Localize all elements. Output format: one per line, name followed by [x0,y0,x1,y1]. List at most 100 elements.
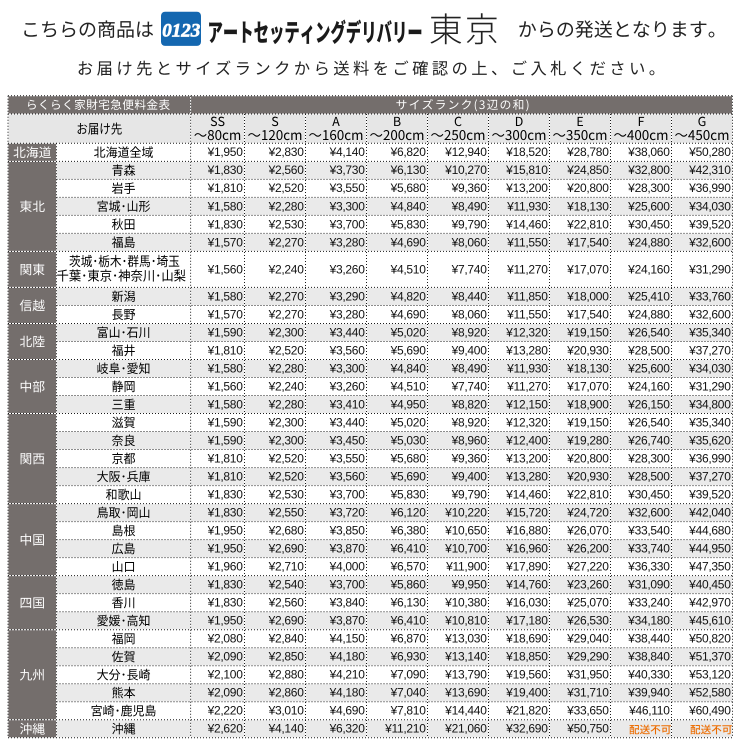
svg-text:¥47,350: ¥47,350 [688,560,731,574]
svg-text:¥2,090: ¥2,090 [207,650,244,664]
svg-text:¥17,070: ¥17,070 [566,262,609,276]
svg-text:¥22,810: ¥22,810 [566,217,609,231]
svg-text:¥2,520: ¥2,520 [268,181,305,195]
svg-text:¥3,840: ¥3,840 [329,596,366,610]
svg-text:¥26,150: ¥26,150 [627,397,670,411]
svg-text:¥26,070: ¥26,070 [566,524,609,538]
svg-text:¥5,830: ¥5,830 [390,488,427,502]
svg-text:¥9,360: ¥9,360 [451,451,488,465]
svg-text:¥28,300: ¥28,300 [627,451,670,465]
svg-text:¥50,820: ¥50,820 [688,632,731,646]
svg-text:¥46,110: ¥46,110 [628,704,670,718]
svg-text:¥10,270: ¥10,270 [444,163,487,177]
svg-text:¥26,200: ¥26,200 [566,542,609,556]
svg-text:¥28,500: ¥28,500 [627,469,670,483]
svg-text:¥20,800: ¥20,800 [566,181,609,195]
svg-text:¥24,880: ¥24,880 [627,307,670,321]
svg-text:¥39,520: ¥39,520 [688,217,731,231]
svg-text:¥23,260: ¥23,260 [566,578,609,592]
svg-text:¥13,280: ¥13,280 [505,343,548,357]
svg-text:¥18,690: ¥18,690 [505,632,548,646]
svg-text:¥6,570: ¥6,570 [390,560,427,574]
svg-text:¥2,100: ¥2,100 [207,668,244,682]
svg-text:¥3,850: ¥3,850 [329,524,366,538]
svg-text:¥6,380: ¥6,380 [390,524,427,538]
svg-text:¥2,540: ¥2,540 [268,578,305,592]
svg-text:¥25,600: ¥25,600 [627,199,670,213]
svg-text:¥4,140: ¥4,140 [329,145,366,159]
svg-text:¥2,270: ¥2,270 [268,289,305,303]
svg-text:¥6,410: ¥6,410 [390,542,427,556]
svg-text:¥1,950: ¥1,950 [207,542,244,556]
svg-text:¥3,720: ¥3,720 [329,506,366,520]
svg-text:¥1,580: ¥1,580 [207,199,244,213]
svg-text:¥17,540: ¥17,540 [566,235,609,249]
svg-text:¥9,360: ¥9,360 [451,181,488,195]
svg-text:¥13,140: ¥13,140 [444,650,487,664]
svg-text:¥2,520: ¥2,520 [268,451,305,465]
svg-text:¥1,560: ¥1,560 [207,262,244,276]
svg-text:¥1,590: ¥1,590 [207,325,244,339]
svg-text:¥24,720: ¥24,720 [566,506,609,520]
svg-text:¥44,680: ¥44,680 [688,524,731,538]
svg-text:¥20,930: ¥20,930 [566,469,609,483]
svg-text:¥26,740: ¥26,740 [627,433,670,447]
svg-text:¥11,930: ¥11,930 [506,361,548,375]
svg-text:¥11,550: ¥11,550 [506,307,548,321]
svg-text:¥33,650: ¥33,650 [566,704,609,718]
svg-text:¥3,730: ¥3,730 [329,163,366,177]
svg-text:¥3,550: ¥3,550 [329,181,366,195]
svg-text:¥11,270: ¥11,270 [506,379,548,393]
svg-text:¥31,290: ¥31,290 [688,262,731,276]
svg-text:¥3,450: ¥3,450 [329,433,366,447]
svg-text:¥3,290: ¥3,290 [329,289,366,303]
svg-text:¥13,030: ¥13,030 [444,632,487,646]
svg-text:¥4,510: ¥4,510 [390,262,427,276]
svg-text:¥1,580: ¥1,580 [207,397,244,411]
svg-text:¥5,690: ¥5,690 [390,343,427,357]
svg-text:¥35,340: ¥35,340 [688,415,731,429]
svg-text:¥33,740: ¥33,740 [627,542,670,556]
svg-text:¥6,820: ¥6,820 [390,145,427,159]
svg-text:¥12,320: ¥12,320 [505,415,548,429]
svg-text:¥6,130: ¥6,130 [390,163,427,177]
svg-text:¥3,010: ¥3,010 [268,704,305,718]
svg-text:¥4,510: ¥4,510 [390,379,427,393]
svg-text:¥2,300: ¥2,300 [268,325,305,339]
svg-text:¥2,530: ¥2,530 [268,488,305,502]
svg-text:¥1,830: ¥1,830 [207,578,244,592]
svg-text:¥25,600: ¥25,600 [627,361,670,375]
svg-text:¥2,300: ¥2,300 [268,415,305,429]
svg-text:¥28,300: ¥28,300 [627,181,670,195]
svg-text:¥3,280: ¥3,280 [329,307,366,321]
svg-text:¥42,970: ¥42,970 [688,596,731,610]
svg-text:¥2,860: ¥2,860 [268,686,305,700]
svg-text:¥12,150: ¥12,150 [505,397,548,411]
svg-text:¥3,410: ¥3,410 [329,397,366,411]
svg-text:¥4,690: ¥4,690 [329,704,366,718]
svg-text:¥18,520: ¥18,520 [505,145,548,159]
svg-text:¥3,560: ¥3,560 [329,343,366,357]
svg-text:¥44,950: ¥44,950 [688,542,731,556]
svg-text:¥34,800: ¥34,800 [688,397,731,411]
svg-text:¥51,370: ¥51,370 [688,650,731,664]
svg-text:¥1,830: ¥1,830 [207,596,244,610]
svg-text:¥5,020: ¥5,020 [390,325,427,339]
svg-text:¥11,210: ¥11,210 [384,722,426,736]
svg-text:¥8,820: ¥8,820 [451,397,488,411]
svg-text:¥24,160: ¥24,160 [627,262,670,276]
svg-text:¥15,720: ¥15,720 [505,506,548,520]
svg-text:¥53,120: ¥53,120 [688,668,731,682]
svg-text:¥2,270: ¥2,270 [268,235,305,249]
svg-text:¥2,880: ¥2,880 [268,668,305,682]
svg-text:¥3,560: ¥3,560 [329,469,366,483]
svg-text:¥14,460: ¥14,460 [505,488,548,502]
svg-text:¥40,330: ¥40,330 [627,668,670,682]
svg-text:¥1,810: ¥1,810 [207,451,244,465]
svg-text:¥10,650: ¥10,650 [444,524,487,538]
svg-text:¥10,380: ¥10,380 [444,596,487,610]
svg-text:¥30,450: ¥30,450 [627,488,670,502]
svg-text:¥16,960: ¥16,960 [505,542,548,556]
svg-text:¥1,950: ¥1,950 [207,614,244,628]
svg-text:¥11,850: ¥11,850 [506,289,548,303]
